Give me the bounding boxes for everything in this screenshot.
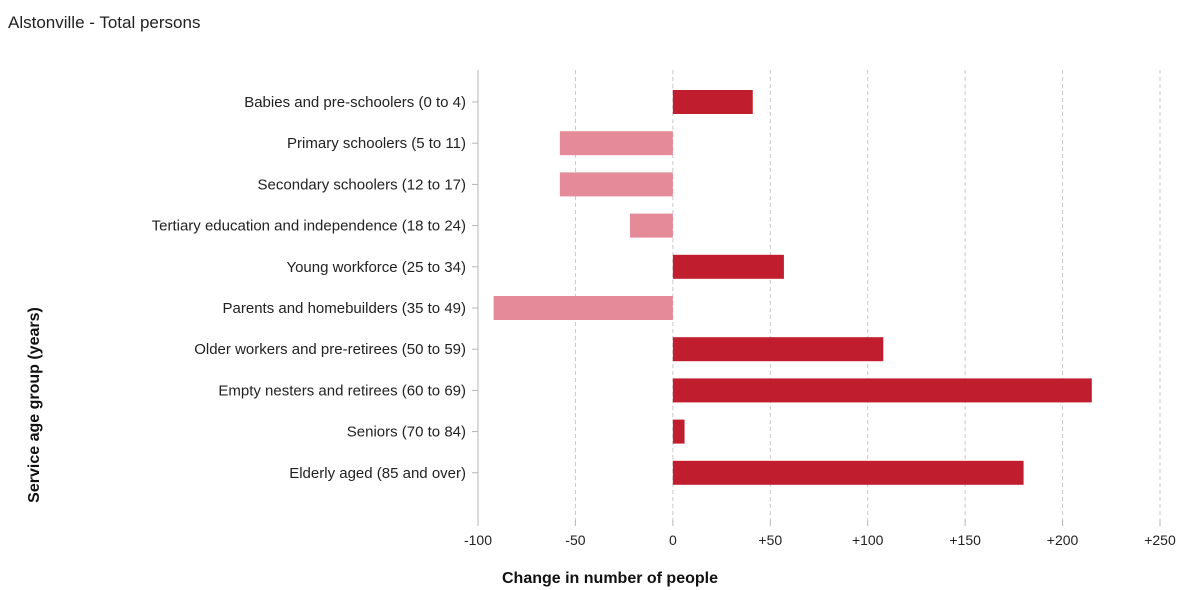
bar	[629, 213, 673, 238]
category-labels: Babies and pre-schoolers (0 to 4) Primary…	[152, 94, 466, 482]
bar	[672, 90, 753, 114]
x-tick-label: -50	[565, 532, 585, 548]
category-label: Elderly aged (85 and over)	[289, 465, 466, 482]
category-label: Primary schoolers (5 to 11)	[287, 135, 466, 152]
bar	[493, 296, 673, 320]
x-tick-label: +150	[949, 532, 981, 548]
category-label: Secondary schoolers (12 to 17)	[258, 176, 466, 193]
category-label: Parents and homebuilders (35 to 49)	[223, 300, 466, 317]
x-tick-labels: -100 -50 0 +50 +100 +150 +200 +250	[464, 532, 1176, 548]
bar	[672, 254, 784, 279]
bar	[672, 378, 1092, 403]
bar	[559, 131, 673, 156]
x-tick-label: 0	[669, 532, 677, 548]
bar	[672, 419, 685, 444]
category-label: Older workers and pre-retirees (50 to 59…	[194, 341, 466, 358]
x-tick-label: -100	[464, 532, 492, 548]
x-tick-label: +50	[758, 532, 782, 548]
x-tick-label: +100	[852, 532, 884, 548]
x-tick-label: +200	[1047, 532, 1079, 548]
bar	[559, 172, 673, 197]
category-label: Seniors (70 to 84)	[347, 424, 466, 441]
bar	[672, 460, 1024, 485]
x-tick-label: +250	[1144, 532, 1176, 548]
chart-title: Alstonville - Total persons	[8, 13, 201, 32]
category-label: Babies and pre-schoolers (0 to 4)	[244, 94, 466, 111]
bars	[493, 90, 1092, 485]
category-label: Tertiary education and independence (18 …	[152, 218, 466, 235]
category-label: Empty nesters and retirees (60 to 69)	[218, 382, 466, 399]
bar	[672, 337, 884, 362]
y-axis-title: Service age group (years)	[26, 307, 43, 503]
category-label: Young workforce (25 to 34)	[286, 259, 466, 276]
grid-lines	[472, 70, 1161, 526]
x-axis-title: Change in number of people	[502, 570, 718, 587]
